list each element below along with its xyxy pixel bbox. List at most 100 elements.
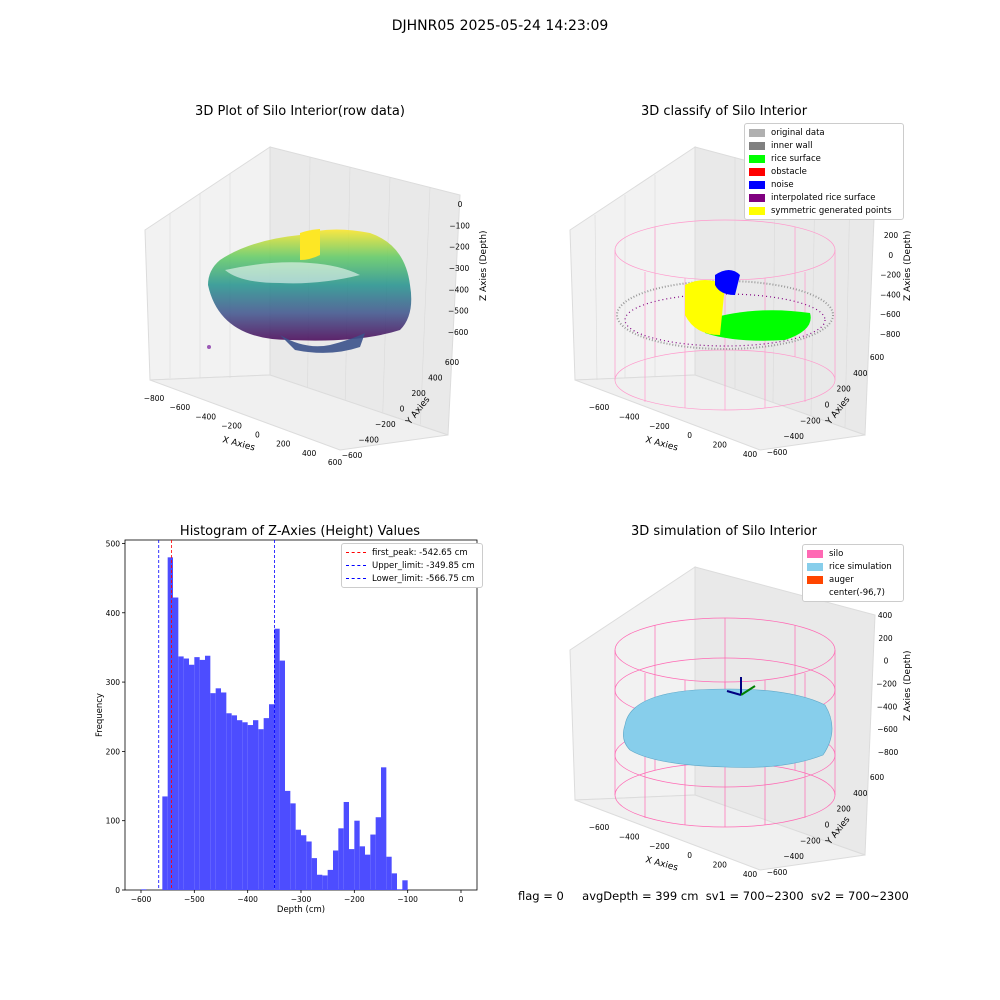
y-tick-label: 0	[400, 405, 405, 414]
y-tick-label: 400	[853, 789, 868, 798]
histogram-bar	[391, 873, 397, 890]
histogram-bar	[215, 688, 221, 890]
classify-legend: original data inner wall rice surface obsta…	[744, 123, 904, 220]
histogram-bar	[333, 850, 339, 890]
x-tick-label: −600	[170, 403, 191, 412]
x-axis-label: X Axies	[644, 435, 679, 453]
histogram-bar	[194, 657, 200, 890]
legend-swatch	[749, 206, 765, 215]
z-tick-label: −500	[448, 307, 469, 316]
panel3-title: Histogram of Z-Axies (Height) Values	[179, 524, 421, 539]
y-tick-label: 300	[106, 678, 121, 687]
legend-label: symmetric generated points	[771, 205, 892, 216]
z-tick-label: −600	[448, 328, 469, 337]
x-tick-label: −800	[144, 394, 165, 403]
x-axis-label: X Axies	[221, 435, 256, 453]
legend-label: original data	[771, 127, 825, 138]
legend-label: noise	[771, 179, 794, 190]
z-axis-label: Z Axies (Depth)	[903, 650, 913, 721]
legend-entry: silo	[807, 547, 899, 560]
histogram-bar	[354, 820, 360, 890]
histogram-bar	[279, 660, 285, 890]
x-tick-label: −100	[397, 895, 418, 904]
legend-label: center(-96,7)	[829, 587, 885, 598]
z-tick-label: −200	[876, 680, 897, 689]
histogram-bar	[322, 875, 328, 890]
x-tick-label: −200	[344, 895, 365, 904]
histogram-bar	[263, 718, 269, 890]
histogram-bar	[317, 874, 323, 890]
x-tick-label: 400	[302, 449, 317, 458]
histogram-bar	[237, 720, 243, 890]
histogram-bar	[253, 720, 259, 890]
x-tick-label: 0	[459, 895, 464, 904]
x-tick-label: −200	[649, 422, 670, 431]
y-tick-label: 200	[412, 389, 427, 398]
x-tick-label: −200	[221, 421, 242, 430]
z-tick-label: −100	[449, 221, 470, 230]
x-tick-label: 400	[743, 870, 758, 879]
legend-label: interpolated rice surface	[771, 192, 876, 203]
histogram-bar	[285, 790, 291, 890]
histogram-bar	[306, 841, 312, 890]
panel4-title: 3D simulation of Silo Interior	[631, 524, 817, 539]
z-tick-label: −800	[880, 330, 901, 339]
legend-swatch	[749, 128, 765, 137]
legend-swatch	[807, 575, 823, 584]
y-axis-label: Frequency	[95, 693, 105, 737]
legend-entry: symmetric generated points	[749, 204, 899, 217]
z-tick-label: 0	[884, 657, 889, 666]
legend-swatch	[807, 549, 823, 558]
histogram-bar	[301, 835, 307, 890]
legend-label: auger	[829, 574, 854, 585]
flag-text: flag = 0	[518, 889, 564, 903]
z-tick-label: −600	[880, 310, 901, 319]
histogram-bar	[178, 656, 184, 890]
x-tick-label: −400	[619, 412, 640, 421]
x-tick-label: −400	[237, 895, 258, 904]
legend-entry: center(-96,7)	[807, 586, 899, 599]
raw-point-cloud	[208, 229, 412, 353]
z-tick-label: 400	[878, 611, 893, 620]
histogram-bar	[210, 693, 216, 890]
z-tick-label: −400	[877, 702, 898, 711]
x-tick-label: 400	[743, 450, 758, 459]
histogram-bar	[173, 597, 179, 890]
z-axis-label: Z Axies (Depth)	[479, 230, 489, 301]
legend-entry: rice surface	[749, 152, 899, 165]
simulation-legend: silo rice simulation auger center(-96,7)	[802, 544, 904, 602]
legend-swatch	[807, 562, 823, 571]
z-axis-label: Z Axies (Depth)	[903, 230, 913, 301]
y-tick-label: 600	[445, 358, 460, 367]
legend-swatch	[749, 154, 765, 163]
z-tick-label: −200	[449, 243, 470, 252]
histogram-bar	[183, 658, 189, 890]
y-tick-label: −400	[783, 852, 804, 861]
legend-label: rice simulation	[829, 561, 892, 572]
x-tick-label: −400	[195, 412, 216, 421]
histogram-bar	[189, 664, 195, 890]
x-tick-label: −500	[184, 895, 205, 904]
legend-swatch	[749, 141, 765, 150]
y-tick-label: 400	[106, 609, 121, 618]
x-tick-label: 200	[276, 440, 291, 449]
histogram-bar	[386, 856, 392, 890]
histogram-legend: first_peak: -542.65 cm Upper_limit: -349.…	[341, 543, 483, 588]
y-tick-label: 0	[825, 821, 830, 830]
histogram-bar	[359, 846, 365, 890]
y-tick-label: −400	[358, 436, 379, 445]
legend-label: rice surface	[771, 153, 821, 164]
z-tick-label: 200	[884, 231, 899, 240]
legend-entry: first_peak: -542.65 cm	[346, 546, 478, 559]
x-tick-label: −600	[131, 895, 152, 904]
panel1-title: 3D Plot of Silo Interior(row data)	[195, 104, 405, 119]
z-tick-label: 0	[888, 251, 893, 260]
legend-label: inner wall	[771, 140, 813, 151]
x-tick-label: −200	[649, 842, 670, 851]
histogram-chart: −600 −500 −400 −300 −200 −100 0 0 100 200 300 400 50…	[95, 539, 478, 915]
y-tick-label: 200	[837, 805, 852, 814]
legend-swatch	[346, 552, 366, 553]
legend-swatch	[346, 565, 366, 566]
x-axis-label: X Axies	[644, 855, 679, 873]
